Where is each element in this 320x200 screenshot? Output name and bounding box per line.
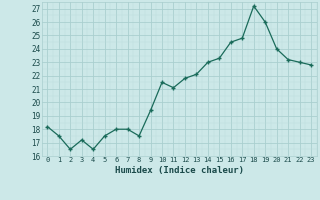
X-axis label: Humidex (Indice chaleur): Humidex (Indice chaleur) (115, 166, 244, 175)
